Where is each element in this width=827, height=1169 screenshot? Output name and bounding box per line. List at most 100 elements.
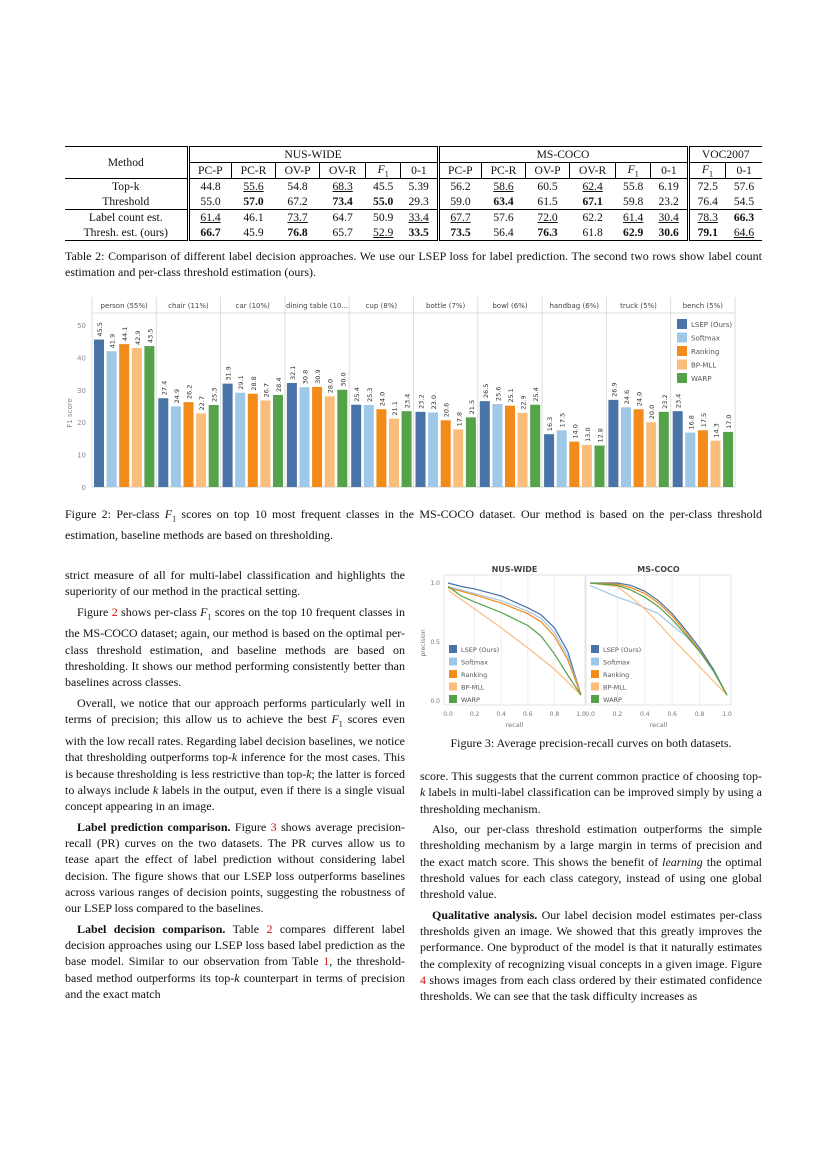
bar-value-label: 26.9 [610,382,618,396]
paragraph: Qualitative analysis. Our label decision… [420,907,762,1005]
table-cell: 30.6 [650,225,688,242]
bar [260,400,271,487]
table-cell-value: 54.8 [287,180,308,194]
table-row: Threshold 55.0 57.0 67.2 73.4 55.0 29.3 59.0 63.… [65,194,762,210]
facet-label: truck (5%) [620,302,657,310]
bar-value-label: 26.7 [262,383,270,397]
reference-link[interactable]: 4 [420,973,426,988]
table-cell-value: 5.39 [408,180,429,194]
reference-link[interactable]: 2 [266,921,273,936]
reference-link[interactable]: 2 [111,604,118,619]
bar [581,444,592,487]
table-cell-value: 33.5 [408,226,429,240]
column-header: PC-P [186,161,232,180]
table-cell-value: 62.9 [623,226,644,240]
bar [170,406,181,487]
table-cell: 54.8 [275,179,319,195]
table-cell: 58.6 [482,179,526,195]
text-span: Figure [230,819,271,834]
table-cell-value: 45.9 [243,226,264,240]
bar-value-label: 22.7 [198,396,206,410]
text-span: Overall, we notice that our approach per… [65,695,405,727]
bar [94,339,104,487]
table-cell-value: 56.2 [450,180,471,194]
column-header: F1 [615,161,651,180]
legend-label: LSEP (Ours) [603,646,641,654]
table-cell-value: 65.7 [332,226,353,240]
x-axis-label: recall [506,721,524,729]
bar [517,412,528,487]
table-cell: 61.4 [186,209,232,226]
bar [621,407,631,487]
bar [299,387,310,487]
bar-value-label: 23.2 [661,394,669,408]
table-cell-value: 76.4 [697,195,718,209]
left-column-text: strict measure of all for multi-label cl… [65,567,405,1002]
y-tick-label: 50 [77,322,86,330]
bar-value-label: 23.4 [675,394,683,408]
bar-value-label: 23.4 [404,394,412,408]
bar-value-label: 17.5 [700,413,708,427]
legend-swatch [677,332,687,343]
legend-swatch [591,645,599,653]
bar [247,393,258,487]
pr-curve [589,582,728,696]
table-cell: 46.1 [231,209,276,226]
text-span: k [152,782,159,797]
group-header: NUS-WIDE [186,146,439,163]
table-cell: 57.6 [481,209,526,226]
pr-curve [447,585,582,696]
bar-value-label: 26.5 [482,384,490,398]
table-cell: 65.7 [319,225,366,242]
bar-value-label: 30.9 [314,369,322,383]
bar-value-label: 20.0 [648,405,656,419]
table-cell-value: 57.0 [243,195,264,209]
table-cell: 60.5 [525,179,569,195]
bar [608,399,619,487]
bar-value-label: 28.0 [327,379,335,393]
y-tick-label: 0.0 [430,698,440,705]
bar-value-label: 20.6 [443,403,451,417]
legend-label: BP-MLL [461,684,485,692]
column-header: 0-1 [400,161,439,180]
bar [131,348,142,487]
figure-3-pr-curves: NUS-WIDE 0.0 0.2 0.4 0.6 0.8 1.0 recall 0.0 0.5 1.… [420,565,732,729]
table-cell: 50.9 [365,209,401,226]
table-row: Thresh. est. (ours) 66.7 45.9 76.8 65.7 52.9 3… [65,225,762,242]
method-cell: Top-k [112,180,140,194]
y-tick-label: 30 [77,387,86,395]
table-cell: 61.4 [615,209,651,226]
table-cell-value: 55.0 [200,195,221,209]
bar [453,429,464,487]
table-cell-value: 54.5 [733,195,755,209]
y-tick-label: 0 [82,484,86,492]
bar [415,411,426,487]
column-header: OV-P [524,161,570,180]
bar [119,344,130,487]
bar-value-label: 27.4 [160,381,168,395]
figure-2-bar-chart: 0 10 20 30 40 50 F1 score person (55%) 45.5 41.9 4… [66,297,736,492]
bar [312,386,323,487]
bar [324,396,335,487]
reference-link[interactable]: 3 [270,819,277,834]
table-cell: 76.4 [686,194,726,210]
bar-value-label: 24.9 [173,389,181,403]
pr-curve [589,582,728,696]
paragraph: score. This suggests that the current co… [420,768,762,817]
paragraph: Also, our per-class threshold estimation… [420,821,762,903]
table-cell: 66.7 [186,225,232,242]
table-cell-value: 62.4 [582,180,603,194]
text-span: , the threshold-based method outperforms… [65,954,405,985]
bar-value-label: 44.1 [121,327,129,341]
bar [376,409,387,487]
text-span: labels in multi-label classification can… [420,785,762,816]
text-span: shows images from each class ordered by … [420,973,762,1004]
table-cell: 45.5 [366,179,401,195]
x-tick-label: 0.6 [523,711,533,718]
group-header: VOC2007 [686,146,762,163]
x-tick-label: 0.4 [640,711,650,718]
reference-link[interactable]: 1 [323,954,330,969]
bar [440,420,451,487]
table-cell: 44.8 [186,178,232,195]
table-header-row: Method NUS-WIDE MS-COCO VOC2007 [65,145,762,180]
